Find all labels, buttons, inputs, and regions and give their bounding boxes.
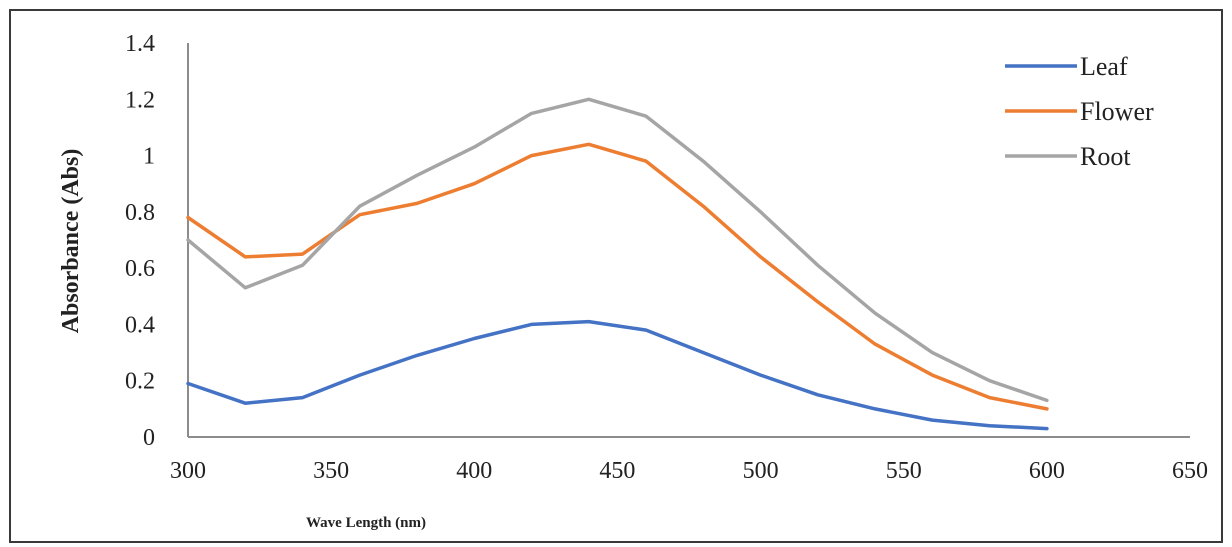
- x-axis-label: Wave Length (nm): [306, 515, 426, 531]
- x-tick-label: 600: [1029, 458, 1065, 484]
- y-tick-label: 0.6: [125, 256, 155, 282]
- x-tick-labels: 300 350 400 450 500 550 600 650: [170, 458, 1208, 484]
- y-tick-label: 0.8: [125, 200, 155, 226]
- series-line-flower: [186, 142, 1049, 411]
- legend-item-root: Root: [1005, 142, 1131, 171]
- x-tick-label: 650: [1172, 458, 1208, 484]
- legend-label: Root: [1080, 142, 1131, 171]
- y-tick-label: 0: [143, 425, 155, 451]
- x-tick-label: 550: [886, 458, 922, 484]
- legend-label: Leaf: [1080, 52, 1128, 81]
- x-tick-label: 350: [313, 458, 349, 484]
- legend: Leaf Flower Root: [1005, 52, 1154, 171]
- chart-frame: [9, 9, 1223, 543]
- x-tick-label: 450: [599, 458, 635, 484]
- series-line-root: [186, 97, 1049, 403]
- y-tick-label: 1.2: [125, 87, 155, 113]
- legend-item-leaf: Leaf: [1005, 52, 1128, 81]
- y-tick-label: 1: [143, 144, 155, 170]
- x-tick-label: 500: [743, 458, 779, 484]
- legend-item-flower: Flower: [1005, 97, 1154, 126]
- y-tick-labels: 0 0.2 0.4 0.6 0.8 1 1.2 1.4: [125, 31, 155, 451]
- x-tick-label: 300: [170, 458, 206, 484]
- y-tick-label: 0.4: [125, 312, 155, 338]
- series-line-leaf: [186, 319, 1049, 431]
- y-tick-label: 1.4: [125, 31, 155, 57]
- y-tick-label: 0.2: [125, 369, 155, 395]
- x-tick-label: 400: [456, 458, 492, 484]
- y-axis-label: Absorbance (Abs): [58, 149, 84, 334]
- series-lines: [186, 97, 1049, 431]
- legend-label: Flower: [1080, 97, 1154, 126]
- axes: [187, 43, 1190, 438]
